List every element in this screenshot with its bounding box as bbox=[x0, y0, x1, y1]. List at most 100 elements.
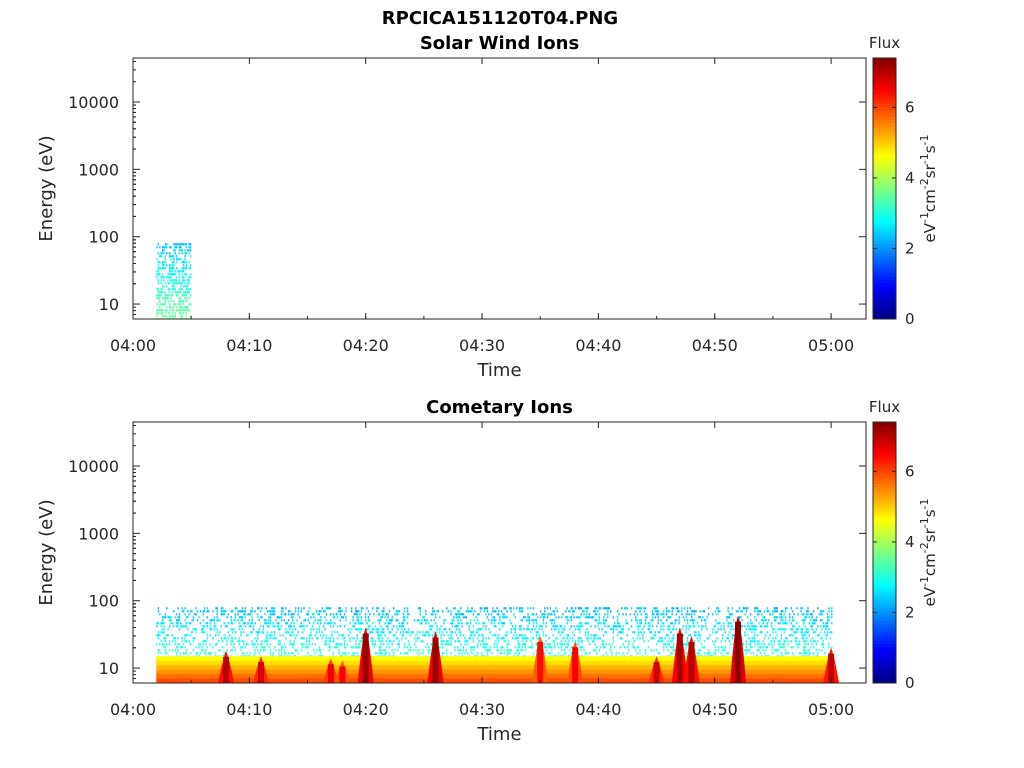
flux-cell bbox=[357, 610, 360, 613]
flux-cell bbox=[381, 628, 384, 631]
flux-cell bbox=[314, 643, 316, 646]
flux-cell bbox=[273, 646, 276, 649]
flux-cell bbox=[825, 637, 827, 640]
flux-cell bbox=[658, 637, 661, 640]
flux-cell bbox=[758, 649, 760, 652]
flux-cell bbox=[717, 622, 720, 625]
flux-cell bbox=[754, 640, 756, 643]
flux-cell bbox=[633, 613, 636, 616]
flux-cell bbox=[545, 649, 547, 652]
flux-cell bbox=[483, 607, 486, 610]
flux-cell bbox=[167, 634, 169, 637]
flux-cell bbox=[310, 634, 312, 637]
flux-cell bbox=[796, 640, 798, 643]
flux-cell bbox=[460, 631, 462, 634]
colorbar-step bbox=[873, 230, 896, 235]
flux-cell bbox=[555, 625, 557, 628]
flux-cell bbox=[272, 625, 274, 628]
flux-cell bbox=[329, 622, 332, 625]
flux-cell bbox=[250, 631, 252, 634]
flux-cell bbox=[453, 607, 455, 610]
colorbar-step bbox=[873, 526, 896, 531]
colorbar-step bbox=[873, 286, 896, 291]
flux-cell bbox=[630, 619, 633, 622]
flux-cell bbox=[649, 631, 651, 634]
flux-cell bbox=[677, 607, 679, 610]
flux-cell bbox=[180, 306, 182, 309]
flux-cell bbox=[584, 631, 587, 634]
flux-cell bbox=[322, 634, 325, 637]
flux-cell bbox=[156, 634, 158, 637]
flux-cell bbox=[796, 631, 798, 634]
flux-cell bbox=[541, 625, 543, 628]
colorbar-step bbox=[873, 464, 896, 469]
flux-cell bbox=[716, 613, 718, 616]
flux-cell bbox=[157, 297, 160, 300]
flux-cell bbox=[759, 646, 762, 649]
flux-cell bbox=[660, 637, 662, 640]
flux-cell bbox=[500, 610, 503, 613]
flux-cell bbox=[464, 616, 466, 619]
flux-cell bbox=[185, 288, 188, 291]
flux-cell bbox=[294, 637, 297, 640]
flux-cell bbox=[352, 646, 354, 649]
flux-cell bbox=[780, 634, 783, 637]
flux-cell bbox=[602, 646, 605, 649]
flux-cell bbox=[157, 637, 160, 640]
flux-cell bbox=[702, 625, 704, 628]
flux-cell bbox=[758, 646, 760, 649]
flux-cell bbox=[790, 622, 792, 625]
flux-cell bbox=[608, 607, 610, 610]
flux-cell bbox=[433, 610, 435, 613]
flux-cell bbox=[577, 640, 580, 643]
colorbar-step bbox=[873, 165, 896, 170]
flux-cell bbox=[243, 643, 245, 646]
flux-cell bbox=[432, 607, 434, 610]
flux-cell bbox=[462, 613, 465, 616]
flux-cell bbox=[212, 619, 214, 622]
flux-cell bbox=[503, 607, 505, 610]
flux-cell bbox=[280, 652, 283, 655]
flux-cell bbox=[432, 613, 434, 616]
flux-cell bbox=[357, 622, 360, 625]
flux-cell bbox=[355, 628, 357, 631]
flux-cell bbox=[558, 631, 560, 634]
flux-cell bbox=[535, 613, 538, 616]
flux-cell bbox=[789, 616, 791, 619]
flux-cell bbox=[773, 607, 776, 610]
flux-cell bbox=[203, 640, 206, 643]
flux-cell bbox=[380, 652, 382, 655]
flux-cell bbox=[257, 637, 259, 640]
flux-cell bbox=[313, 616, 315, 619]
flux-cell bbox=[314, 634, 316, 637]
flux-cell bbox=[308, 634, 311, 637]
flux-cell bbox=[415, 634, 417, 637]
colorbar-step bbox=[873, 422, 896, 426]
flux-cell bbox=[723, 622, 725, 625]
flux-cell bbox=[356, 628, 358, 631]
flux-cell bbox=[460, 619, 462, 622]
flux-cell bbox=[187, 309, 189, 312]
flux-cell bbox=[682, 634, 685, 637]
y-axis-label: Energy (eV) bbox=[36, 135, 57, 241]
flux-cell bbox=[693, 613, 696, 616]
flux-cell bbox=[159, 294, 161, 297]
flux-cell bbox=[712, 628, 714, 631]
flux-cell bbox=[301, 637, 304, 640]
flux-cell bbox=[720, 652, 722, 655]
flux-cell bbox=[826, 613, 829, 616]
flux-cell bbox=[581, 610, 584, 613]
flux-cell bbox=[572, 631, 574, 634]
flux-cell bbox=[451, 619, 454, 622]
colorbar-step bbox=[873, 451, 896, 456]
flux-cell bbox=[720, 625, 722, 628]
flux-cell bbox=[198, 646, 200, 649]
flux-cell bbox=[566, 643, 568, 646]
flux-cell bbox=[240, 616, 242, 619]
flux-cell bbox=[658, 652, 661, 655]
flux-cell bbox=[777, 643, 780, 646]
flux-cell bbox=[758, 643, 760, 646]
flux-cell bbox=[180, 297, 182, 300]
flux-cell bbox=[460, 613, 462, 616]
